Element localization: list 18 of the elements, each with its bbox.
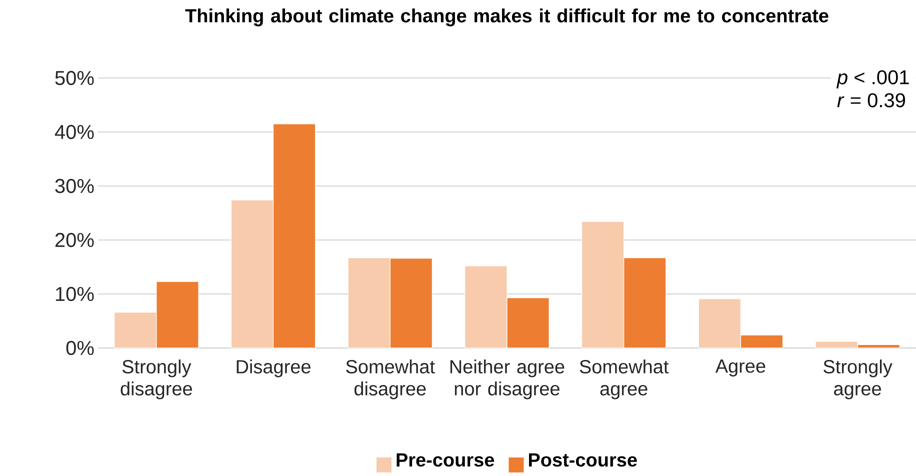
legend-label: Post-course: [529, 453, 637, 467]
y-tick-label: 50%: [55, 70, 94, 86]
y-tick-label: 0%: [66, 340, 94, 356]
annotation: p < .001: [836, 70, 909, 88]
legend-label: Pre-course: [396, 453, 494, 467]
annotation: r = 0.39: [837, 93, 906, 108]
x-tick-label: Agree: [715, 360, 766, 377]
x-tick-label: Disagree: [236, 360, 310, 378]
y-tick-label: 40%: [54, 124, 94, 140]
x-tick-label: Strongly disagree: [120, 360, 192, 400]
y-tick-label: 30%: [55, 178, 94, 194]
x-tick-label: Somewhat disagree: [346, 360, 435, 400]
x-tick-label: Somewhat agree: [580, 360, 669, 400]
x-tick-label: Strongly agree: [824, 360, 892, 400]
y-tick-label: 10%: [56, 286, 94, 302]
chart-title: Thinking about climate change makes it difficult for me to concentrate: [185, 8, 828, 26]
x-tick-label: Neither agree nor disagree: [450, 360, 564, 400]
y-tick-label: 20%: [55, 232, 94, 248]
